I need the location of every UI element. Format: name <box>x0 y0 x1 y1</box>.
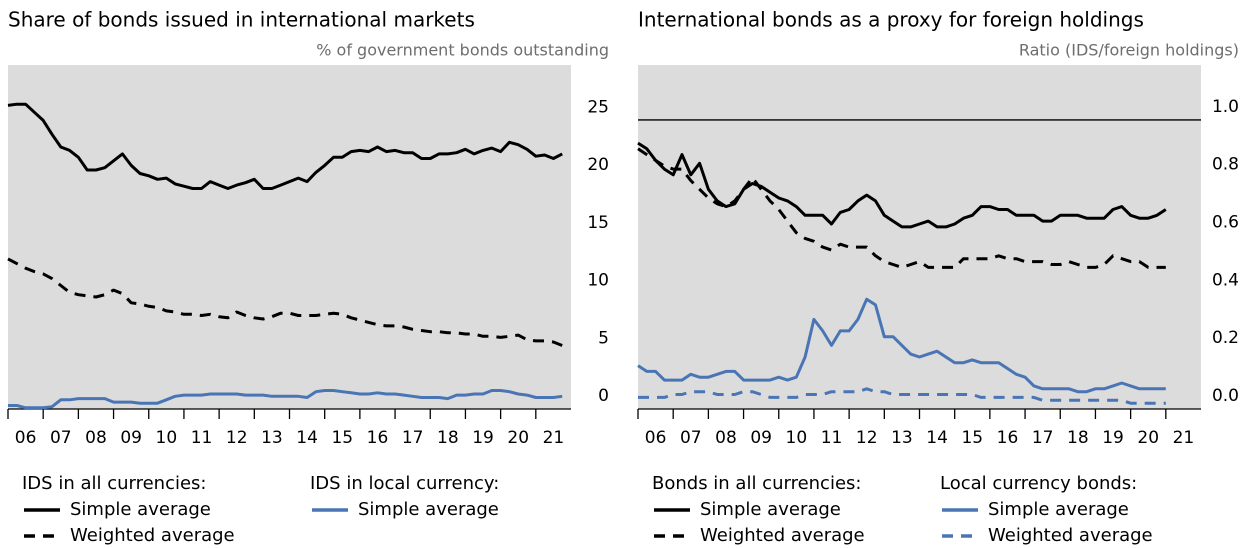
x-tick-label: 07 <box>50 428 72 448</box>
x-tick-label: 06 <box>15 428 37 448</box>
legend-label: Simple average <box>700 499 841 520</box>
legend-label: Simple average <box>358 499 499 520</box>
legend-label: Weighted average <box>988 525 1153 546</box>
y-tick-label: 0.6 <box>1212 213 1239 233</box>
y-tick-label: 1.0 <box>1212 97 1239 117</box>
legend-group-title: Bonds in all currencies: <box>652 473 861 494</box>
x-tick-label: 16 <box>997 428 1019 448</box>
x-tick-label: 09 <box>120 428 142 448</box>
x-tick-label: 20 <box>1137 428 1159 448</box>
x-tick-label: 20 <box>507 428 529 448</box>
chart-subtitle: % of government bonds outstanding <box>316 41 609 60</box>
x-tick-label: 08 <box>715 428 737 448</box>
x-tick-label: 15 <box>961 428 983 448</box>
y-tick-label: 25 <box>587 97 609 117</box>
chart-title: Share of bonds issued in international m… <box>8 8 475 32</box>
x-tick-label: 17 <box>1032 428 1054 448</box>
x-tick-label: 12 <box>856 428 878 448</box>
plot-background <box>8 65 571 409</box>
x-tick-label: 15 <box>331 428 353 448</box>
x-tick-label: 19 <box>472 428 494 448</box>
legend-label: Simple average <box>988 499 1129 520</box>
x-tick-label: 12 <box>226 428 248 448</box>
series-line <box>638 387 1166 405</box>
x-tick-label: 06 <box>645 428 667 448</box>
x-tick-label: 21 <box>543 428 565 448</box>
x-tick-label: 17 <box>402 428 424 448</box>
y-tick-label: 0 <box>598 386 609 406</box>
plot-background <box>638 65 1201 409</box>
y-tick-label: 15 <box>587 213 609 233</box>
x-tick-label: 11 <box>191 428 213 448</box>
legend-group-title: IDS in all currencies: <box>22 473 207 494</box>
legend-label: Weighted average <box>70 525 235 546</box>
series-line <box>637 297 1166 394</box>
y-tick-label: 20 <box>587 155 609 175</box>
x-tick-label: 07 <box>680 428 702 448</box>
legend-label: Simple average <box>70 499 211 520</box>
x-tick-label: 14 <box>296 428 318 448</box>
legend-group-title: Local currency bonds: <box>940 473 1137 494</box>
y-tick-label: 0.0 <box>1212 386 1239 406</box>
x-tick-label: 21 <box>1173 428 1195 448</box>
x-tick-label: 14 <box>926 428 948 448</box>
x-tick-label: 11 <box>821 428 843 448</box>
x-tick-label: 08 <box>85 428 107 448</box>
series-line <box>637 147 1166 269</box>
y-tick-label: 10 <box>587 271 609 291</box>
x-tick-label: 18 <box>1067 428 1089 448</box>
legend-label: Weighted average <box>700 525 865 546</box>
series-line <box>8 389 563 410</box>
chart-subtitle: Ratio (IDS/foreign holdings) <box>1019 41 1239 60</box>
chart-title: International bonds as a proxy for forei… <box>638 8 1144 32</box>
series-line <box>7 102 563 190</box>
series-line <box>637 141 1167 229</box>
x-tick-label: 13 <box>261 428 283 448</box>
y-tick-label: 0.4 <box>1212 270 1239 290</box>
y-tick-label: 5 <box>598 328 609 348</box>
x-tick-label: 16 <box>367 428 389 448</box>
x-tick-label: 18 <box>437 428 459 448</box>
x-tick-label: 09 <box>750 428 772 448</box>
x-tick-label: 13 <box>891 428 913 448</box>
y-tick-label: 0.8 <box>1212 155 1239 175</box>
x-tick-label: 10 <box>786 428 808 448</box>
series-line <box>7 257 563 347</box>
x-tick-label: 10 <box>156 428 178 448</box>
legend-group-title: IDS in local currency: <box>310 473 499 494</box>
x-tick-label: 19 <box>1102 428 1124 448</box>
y-tick-label: 0.2 <box>1212 328 1239 348</box>
